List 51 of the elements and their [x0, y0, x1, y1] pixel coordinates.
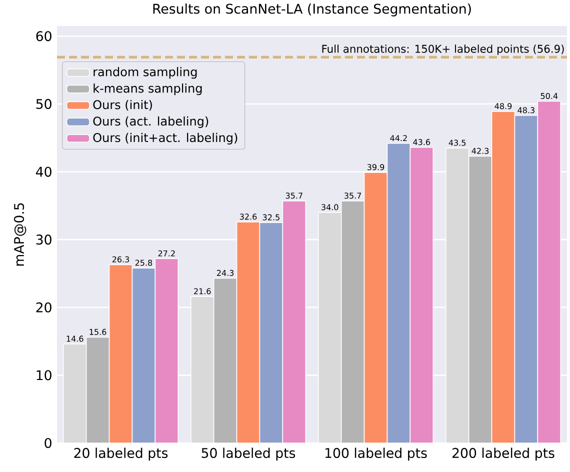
data-label: 14.6	[66, 336, 84, 342]
y-tick-label: 0	[44, 438, 52, 448]
data-label: 48.9	[494, 103, 512, 110]
data-label: 32.5	[262, 214, 280, 220]
data-label: 35.7	[286, 192, 302, 199]
data-label: 42.3	[472, 148, 489, 154]
bar	[491, 111, 516, 443]
data-label: 43.6	[413, 139, 430, 146]
data-label: 43.5	[448, 140, 466, 146]
x-tick-label: 50 labeled pts	[202, 448, 296, 461]
data-label: 27.2	[158, 250, 175, 256]
bar	[364, 172, 388, 443]
data-label: 44.2	[390, 135, 407, 142]
x-tick-label: 100 labeled pts	[325, 448, 427, 461]
legend-label: Ours (act. labeling)	[93, 116, 208, 128]
x-tick-label: 20 labeled pts	[74, 448, 168, 461]
bar	[514, 115, 538, 443]
y-tick-label: 20	[36, 302, 52, 312]
data-label: 50.4	[540, 92, 558, 99]
bar	[154, 258, 179, 443]
data-label: 26.3	[112, 256, 130, 262]
y-tick-label: 30	[36, 234, 52, 245]
y-tick-label: 10	[36, 370, 52, 380]
data-label: 35.7	[344, 192, 362, 199]
y-tick-label: 60	[36, 31, 52, 42]
legend-label: k-means sampling	[94, 83, 202, 96]
bar	[537, 100, 562, 443]
chart-title: Results on ScanNet-LA (Instance Segmentation)	[153, 3, 471, 16]
bar	[132, 268, 156, 443]
bar	[386, 142, 411, 443]
y-tick-label: 50	[36, 98, 52, 110]
bar	[108, 264, 133, 443]
data-label: 21.6	[194, 288, 211, 294]
data-label: 24.3	[216, 270, 234, 276]
y-tick-label: 40	[36, 166, 52, 177]
data-label: 25.8	[135, 260, 152, 266]
data-label: 48.3	[518, 107, 534, 114]
data-label: 32.6	[240, 214, 257, 220]
bar	[282, 200, 306, 443]
legend-label: random sampling	[94, 67, 197, 79]
x-tick-label: 200 labeled pts	[452, 448, 554, 461]
data-label: 39.9	[367, 164, 384, 170]
y-axis-title: mAP@0.5	[14, 203, 26, 266]
data-label: 15.6	[90, 328, 106, 335]
bar	[236, 222, 260, 443]
data-label: 34.0	[322, 204, 338, 210]
ref-line-label: Full annotations: 150K+ labeled points (56.9)	[322, 44, 564, 55]
bar	[410, 146, 434, 443]
legend-label: Ours (init)	[93, 100, 152, 111]
bar	[259, 222, 284, 443]
legend-label: Ours (init+act. labeling)	[93, 132, 238, 144]
